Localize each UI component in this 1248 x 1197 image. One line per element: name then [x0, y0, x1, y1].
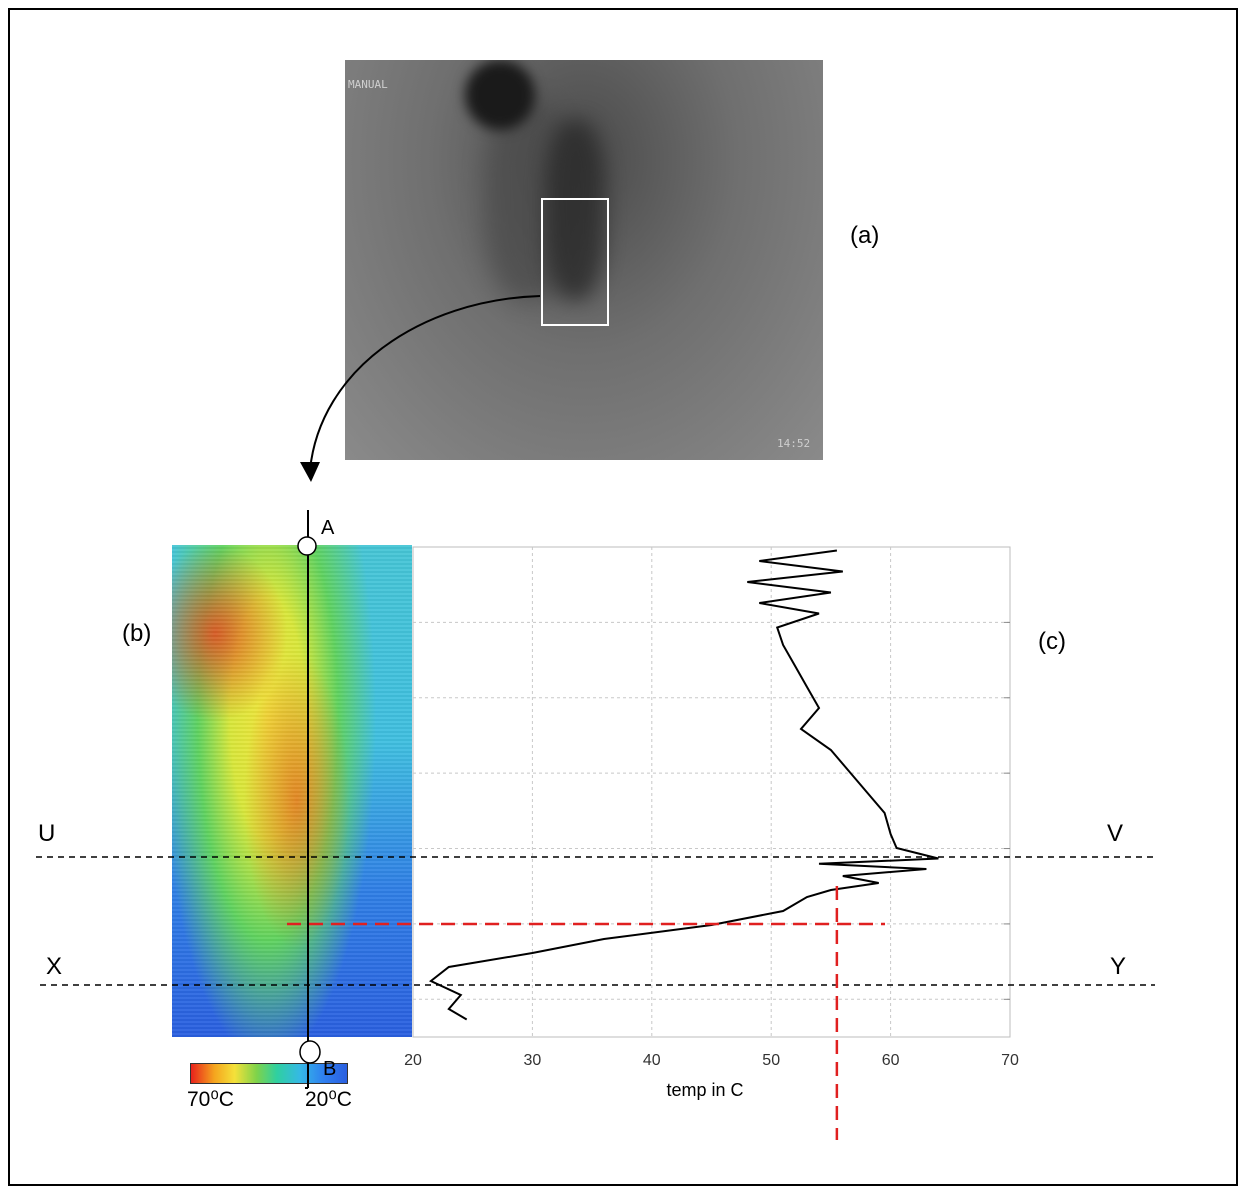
camera-time-text: 14:52 — [777, 437, 811, 450]
panel-b-label: (b) — [122, 620, 152, 647]
colorbar-min-label: 70⁰C — [187, 1088, 234, 1111]
x-tick-label: 50 — [762, 1052, 780, 1069]
x-tick-label: 20 — [404, 1052, 422, 1069]
point-b-label: B — [323, 1058, 337, 1080]
x-tick-labels: 20 30 40 50 60 70 — [404, 1052, 1019, 1069]
plot-grid — [413, 547, 1010, 1037]
line-v-label: V — [1107, 820, 1124, 847]
line-x-label: X — [46, 953, 63, 980]
panel-c-label: (c) — [1038, 628, 1066, 655]
x-tick-label: 60 — [882, 1052, 900, 1069]
x-tick-label: 30 — [524, 1052, 542, 1069]
camera-mode-text: MANUAL — [348, 78, 388, 91]
point-a-label: A — [321, 517, 335, 539]
x-tick-label: 40 — [643, 1052, 661, 1069]
plot-area-frame — [412, 546, 1011, 1038]
thermal-map — [172, 545, 412, 1037]
line-u-label: U — [38, 820, 56, 847]
line-y-label: Y — [1110, 953, 1127, 980]
figure-frame — [8, 8, 1238, 1186]
x-axis-label: temp in C — [666, 1080, 743, 1100]
point-b-marker — [299, 1040, 321, 1064]
plume-source — [465, 60, 535, 130]
zoom-arrow-head — [300, 462, 320, 482]
region-of-interest-box — [541, 198, 609, 326]
x-tick-label: 70 — [1001, 1052, 1019, 1069]
colorbar-max-label: 20⁰C — [305, 1088, 352, 1111]
ir-camera-image: MANUAL 14:52 — [345, 60, 823, 460]
temperature-profile-line — [429, 549, 939, 1021]
plume-tail — [545, 120, 605, 300]
point-a-marker — [297, 536, 317, 556]
zoom-arrow — [309, 295, 541, 471]
panel-a-label: (a) — [850, 222, 880, 249]
